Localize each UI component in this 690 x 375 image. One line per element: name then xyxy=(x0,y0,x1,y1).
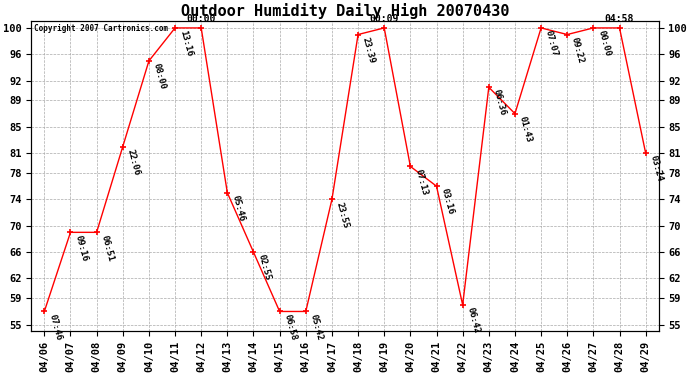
Text: 03:16: 03:16 xyxy=(440,188,455,216)
Text: 07:46: 07:46 xyxy=(47,313,63,341)
Text: 06:58: 06:58 xyxy=(282,313,298,341)
Text: 00:09: 00:09 xyxy=(370,14,399,24)
Text: 08:00: 08:00 xyxy=(152,62,168,91)
Text: 05:42: 05:42 xyxy=(308,313,324,341)
Text: 03:24: 03:24 xyxy=(649,154,664,183)
Text: 07:07: 07:07 xyxy=(544,29,560,58)
Text: 06:42: 06:42 xyxy=(466,306,481,334)
Text: 09:16: 09:16 xyxy=(73,234,89,262)
Text: 05:46: 05:46 xyxy=(230,194,246,222)
Title: Outdoor Humidity Daily High 20070430: Outdoor Humidity Daily High 20070430 xyxy=(181,3,509,19)
Text: 22:06: 22:06 xyxy=(126,148,141,176)
Text: 01:43: 01:43 xyxy=(518,115,533,143)
Text: 06:51: 06:51 xyxy=(99,234,115,262)
Text: 23:55: 23:55 xyxy=(335,201,351,229)
Text: 23:39: 23:39 xyxy=(361,36,377,64)
Text: 04:58: 04:58 xyxy=(605,14,634,24)
Text: 09:22: 09:22 xyxy=(570,36,586,64)
Text: 02:55: 02:55 xyxy=(256,254,272,282)
Text: 00:00: 00:00 xyxy=(596,29,612,58)
Text: 06:36: 06:36 xyxy=(491,88,507,117)
Text: Copyright 2007 Cartronics.com: Copyright 2007 Cartronics.com xyxy=(34,24,168,33)
Text: 07:13: 07:13 xyxy=(413,168,428,196)
Text: 00:00: 00:00 xyxy=(186,14,216,24)
Text: 13:16: 13:16 xyxy=(178,29,193,58)
